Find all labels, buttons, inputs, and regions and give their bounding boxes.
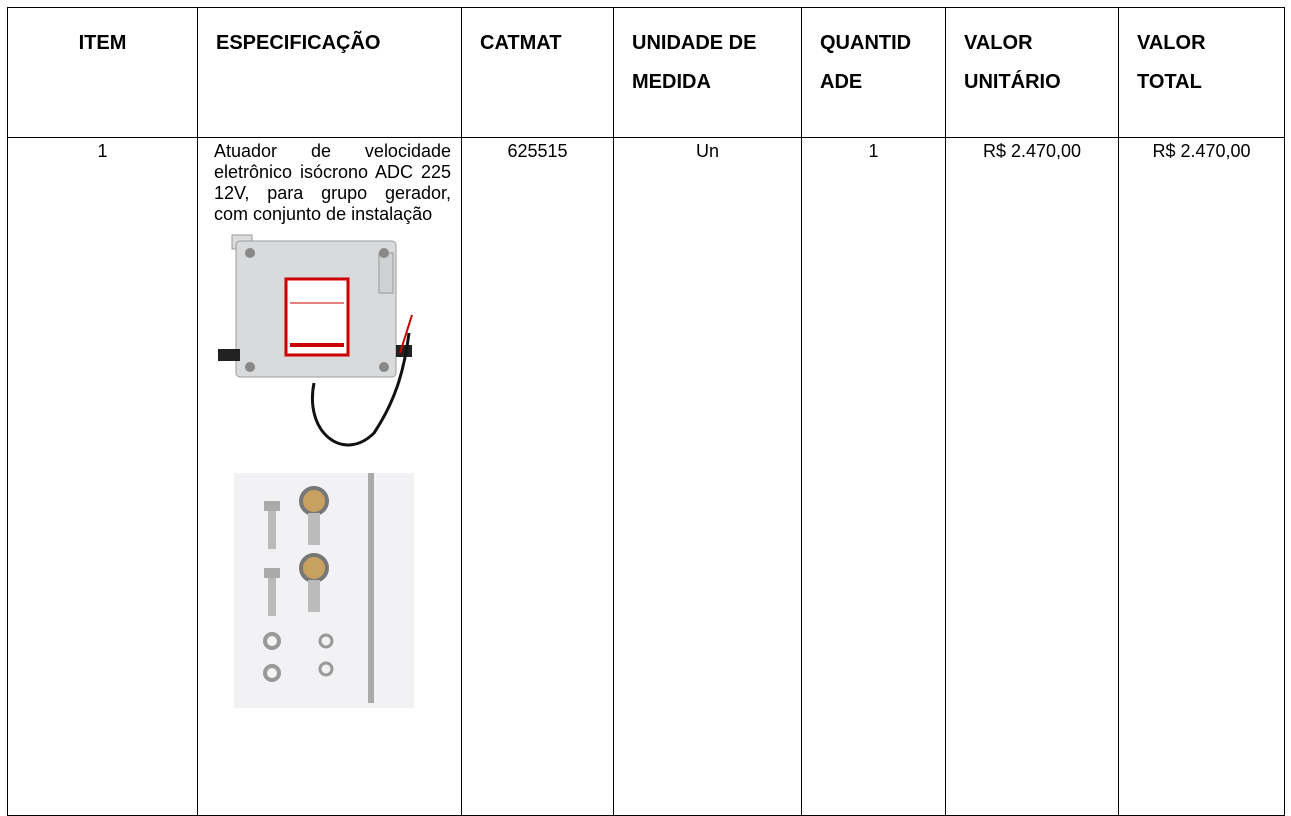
header-cell: VALOR UNITÁRIO [945, 7, 1119, 138]
cell: R$ 2.470,00 [1118, 137, 1285, 816]
cell: 625515 [461, 137, 614, 816]
spec-text: Atuador de velocidade eletrônico isócron… [214, 141, 451, 224]
cell: 1 [801, 137, 946, 816]
product-image [218, 234, 414, 708]
cell: Un [613, 137, 802, 816]
header-row: ITEM ESPECIFICAÇÃO CATMAT UNIDADE DE MED… [7, 7, 1285, 138]
header-cell: CATMAT [461, 7, 614, 138]
header-cell: VALOR TOTAL [1118, 7, 1285, 138]
header-cell: QUANTIDADE [801, 7, 946, 138]
cell: R$ 2.470,00 [945, 137, 1119, 816]
cell: Atuador de velocidade eletrônico isócron… [197, 137, 462, 816]
document: ITEM ESPECIFICAÇÃO CATMAT UNIDADE DE MED… [7, 7, 1285, 816]
header-cell: ITEM [7, 7, 198, 138]
data-row: 1 Atuador de velocidade eletrônico isócr… [7, 137, 1285, 816]
header-cell: UNIDADE DE MEDIDA [613, 7, 802, 138]
items-table: ITEM ESPECIFICAÇÃO CATMAT UNIDADE DE MED… [7, 7, 1285, 816]
cell: 1 [7, 137, 198, 816]
header-cell: ESPECIFICAÇÃO [197, 7, 462, 138]
